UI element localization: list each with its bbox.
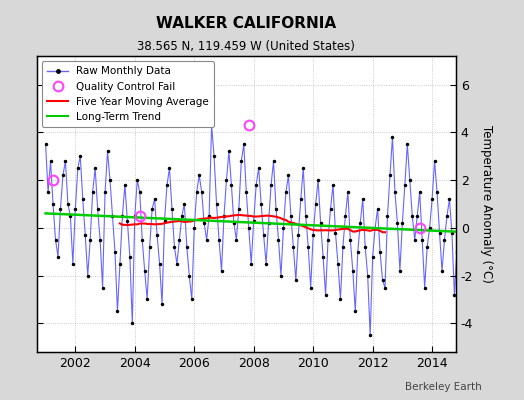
Text: Berkeley Earth: Berkeley Earth <box>406 382 482 392</box>
Y-axis label: Temperature Anomaly (°C): Temperature Anomaly (°C) <box>479 125 493 283</box>
Text: 38.565 N, 119.459 W (United States): 38.565 N, 119.459 W (United States) <box>137 40 355 53</box>
Text: WALKER CALIFORNIA: WALKER CALIFORNIA <box>156 16 336 31</box>
Legend: Raw Monthly Data, Quality Control Fail, Five Year Moving Average, Long-Term Tren: Raw Monthly Data, Quality Control Fail, … <box>42 61 214 127</box>
